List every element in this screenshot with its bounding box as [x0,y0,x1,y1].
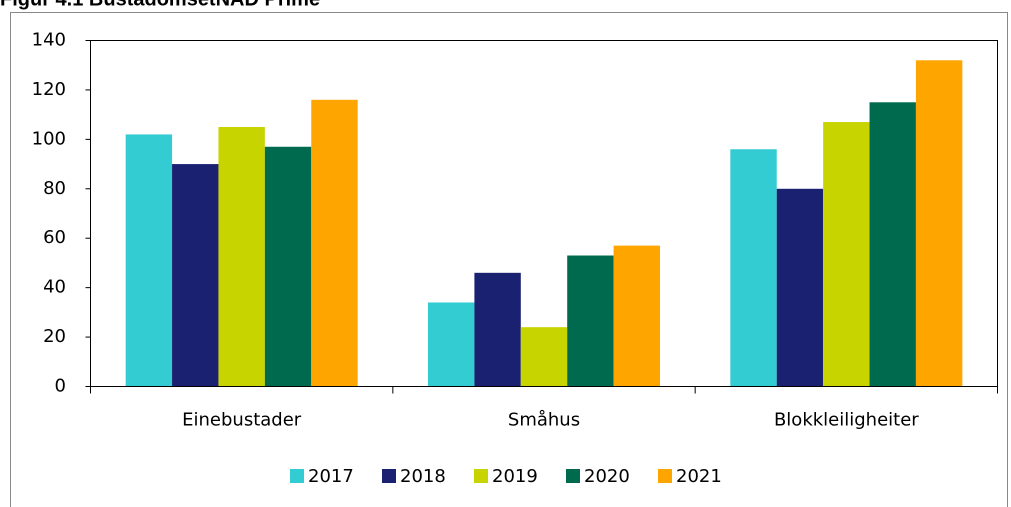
bar [915,60,963,387]
bar [311,99,358,387]
legend-label: 2017 [308,466,354,487]
y-tick-label: 80 [43,178,66,199]
bar [776,188,824,387]
bar [730,149,777,387]
y-tick-label: 60 [43,227,66,248]
x-tick-label: Einebustader [182,410,302,431]
bar [474,272,521,387]
y-tick-label: 120 [32,79,66,100]
y-tick-label: 40 [43,277,66,298]
bar [125,134,173,387]
legend-swatch [566,469,580,483]
legend-swatch [658,469,672,483]
legend-swatch [382,469,396,483]
legend-label: 2020 [584,466,630,487]
chart-title: Figur 4.1 BustadomsetNAD Prime [0,0,320,10]
bar [172,164,219,387]
x-tick-label: Blokkleiligheiter [774,410,919,431]
x-tick-label: Småhus [508,410,580,431]
bar [613,245,660,387]
bar [567,255,614,387]
y-tick-label: 20 [43,326,66,347]
y-tick-label: 0 [55,376,66,397]
legend-swatch [474,469,488,483]
legend-label: 2019 [492,466,538,487]
bar [428,302,475,387]
bar [869,102,916,387]
legend-swatch [290,469,304,483]
y-tick-label: 100 [32,128,66,149]
bar [520,327,568,387]
bar [218,127,265,387]
legend-label: 2021 [676,466,722,487]
bar [264,146,312,387]
y-tick-label: 140 [32,30,66,51]
legend-label: 2018 [400,466,446,487]
bar [823,122,870,387]
